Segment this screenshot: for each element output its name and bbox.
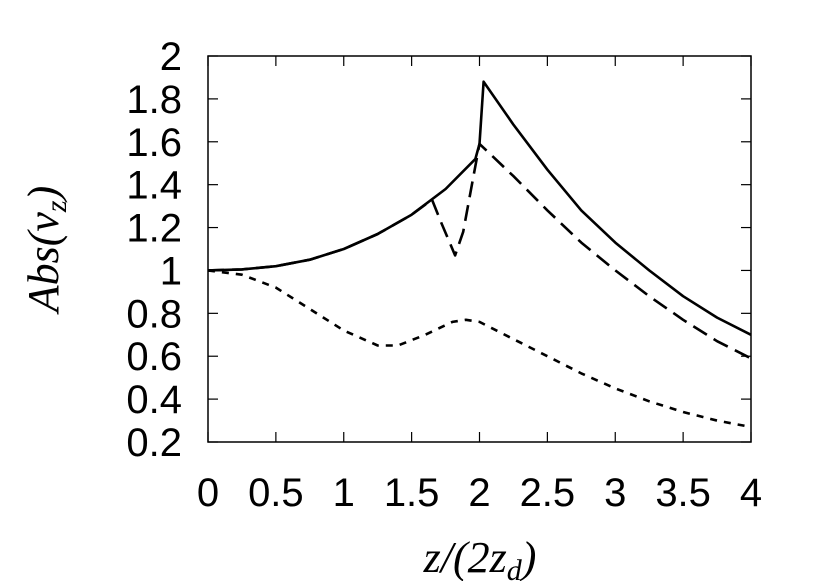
series-group [207,80,752,429]
x-axis-label: z/(2zd) [423,533,537,581]
y-tick-label: 1 [160,249,182,293]
y-tick-label: 2 [160,35,182,79]
y-tick-label: 1.4 [126,164,182,208]
axis-ticks [207,55,752,443]
y-tick-label: 1.2 [126,207,182,251]
y-tick-label: 0.4 [126,378,182,422]
x-tick-label: 2 [468,471,490,515]
series-dashed-line [207,142,752,360]
tick-labels: 0 0.5 1 1.5 2 2.5 3 3.5 40.20.40.60.811.21.41.61… [126,35,762,515]
y-tick-label: 1.8 [126,78,182,122]
x-tick-label: 3.5 [655,471,711,515]
y-tick-label: 0.2 [126,421,182,465]
x-tick-label: 2.5 [520,471,576,515]
plot-frame [207,55,752,443]
y-tick-label: 1.6 [126,121,182,165]
x-tick-label: 0 [197,471,219,515]
y-tick-label: 0.8 [126,292,182,336]
y-tick-label: 0.6 [126,335,182,379]
x-tick-label: 1.5 [384,471,440,515]
x-tick-label: 1 [333,471,355,515]
x-tick-label: 0.5 [248,471,304,515]
x-tick-label: 4 [740,471,762,515]
x-tick-label: 3 [604,471,626,515]
y-axis-label: Abs(vz) [19,186,73,316]
series-dotted-line [207,269,752,429]
